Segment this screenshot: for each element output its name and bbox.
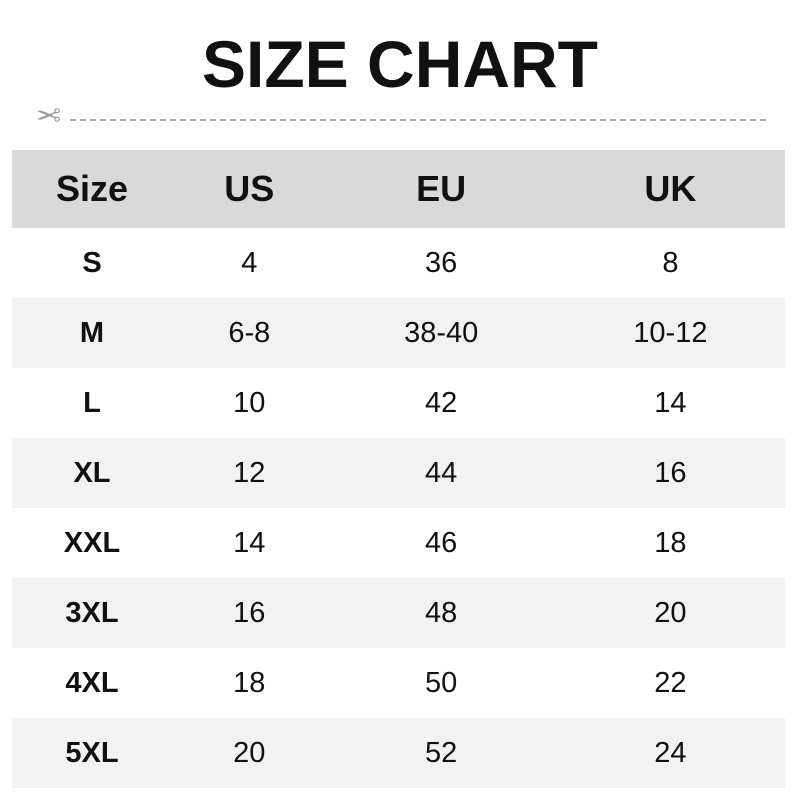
column-header: US [172,150,327,228]
table-row: XXL 14 46 18 [12,508,785,578]
column-header: EU [326,150,556,228]
table-row: 3XL 16 48 20 [12,578,785,648]
table-cell: 24 [555,718,785,788]
table-cell: 18 [654,526,687,559]
size-table: Size US EU UK S 4 36 8 M 6-8 38-40 10-12 L 10 42 14 XL 1… [12,150,785,788]
table-row: 4XL 18 50 22 [12,648,785,718]
table-cell: 18 [233,666,266,699]
table-cell: 20 [555,578,785,648]
table-cell: 6-8 [172,298,327,368]
table-cell: 22 [654,666,687,699]
table-cell: 16 [555,438,785,508]
column-header: Size [12,150,172,228]
table-cell: 10 [233,386,266,419]
table-cell: 48 [326,578,556,648]
table-cell: 52 [326,718,556,788]
table-cell: 20 [172,718,327,788]
size-cell: L [83,386,101,419]
table-row: 5XL 20 52 24 [12,718,785,788]
table-row: XL 12 44 16 [12,438,785,508]
size-cell: S [82,246,102,279]
scissors-icon: ✂ [36,100,62,133]
table-cell: 8 [662,246,679,279]
table-cell: 4 [241,246,258,279]
dashed-divider [70,119,766,121]
table-cell: 44 [326,438,556,508]
table-cell: 16 [172,578,327,648]
size-cell: XL [12,438,172,508]
table-row: M 6-8 38-40 10-12 [12,298,785,368]
size-cell: 3XL [12,578,172,648]
table-row: L 10 42 14 [12,368,785,438]
page-title: SIZE CHART [202,27,598,101]
table-cell: 50 [425,666,458,699]
column-header: UK [555,150,785,228]
size-cell: 5XL [12,718,172,788]
size-cell: XXL [63,526,121,559]
table-cell: 12 [172,438,327,508]
table-cell: 46 [425,526,458,559]
table-header-row: Size US EU UK [12,150,785,228]
table-cell: 42 [425,386,458,419]
table-row: S 4 36 8 [12,228,785,298]
table-cell: 14 [654,386,687,419]
table-cell: 38-40 [326,298,556,368]
cut-line: ✂ [36,100,766,133]
table-cell: 14 [233,526,266,559]
table-cell: 36 [425,246,458,279]
size-cell: 4XL [65,666,119,699]
size-cell: M [12,298,172,368]
table-cell: 10-12 [555,298,785,368]
